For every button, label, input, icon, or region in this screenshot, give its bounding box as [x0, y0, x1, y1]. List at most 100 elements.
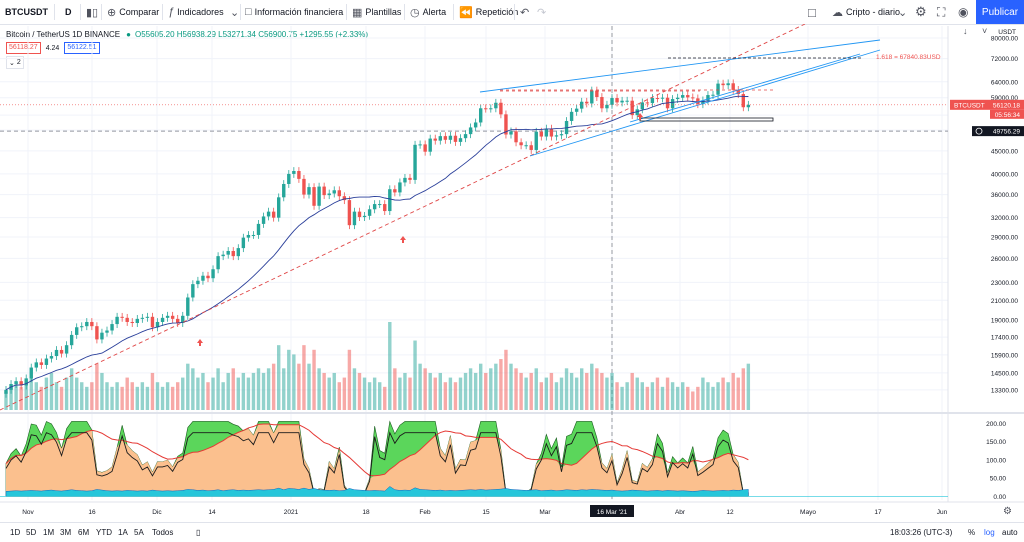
buy-price[interactable]: 56122.51 [64, 42, 100, 54]
fullscreen-button[interactable]: ⛶ [937, 0, 948, 24]
calendar-icon[interactable]: ▯ [196, 528, 201, 537]
volume-bar [625, 382, 629, 410]
volume-bar [696, 386, 700, 410]
volume-bar [160, 386, 165, 410]
symbol-search-button[interactable]: BTCUSDT [5, 0, 48, 24]
screenshot-button[interactable]: ◉ [958, 0, 971, 24]
candle-body [110, 324, 114, 331]
auto-toggle[interactable]: auto [1002, 528, 1018, 537]
financials-button[interactable]: □ Información financiera [245, 0, 343, 24]
candle-body [105, 330, 109, 333]
range-button[interactable]: Todos [152, 528, 174, 537]
volume-bar [337, 382, 341, 410]
alert-button[interactable]: ◷ Alerta [410, 0, 446, 24]
candle-body [585, 101, 589, 104]
layout-button[interactable]: □ [808, 0, 819, 24]
volume-bar [150, 372, 155, 410]
candle-body [337, 190, 341, 197]
candle-body [711, 94, 715, 96]
candle-body [574, 108, 579, 112]
compare-label: Comparar [119, 7, 160, 17]
range-button[interactable]: 1A [118, 528, 128, 537]
price-tick: 19000.00 [991, 317, 1018, 324]
publish-button[interactable]: Publicar [976, 0, 1024, 24]
volume-bar [251, 372, 256, 410]
replay-button[interactable]: ⏪ Repetición [459, 0, 518, 24]
volume-bar [342, 377, 347, 410]
volume-bar [9, 386, 13, 410]
range-button[interactable]: 1D [10, 528, 21, 537]
indicator-count: 2 [16, 59, 21, 66]
candle-body [24, 378, 28, 386]
price-tick: 80000.00 [991, 36, 1018, 43]
volume-bar [539, 382, 543, 410]
sell-price[interactable]: 56118.27 [6, 42, 41, 54]
undo-button[interactable]: ↶ [520, 0, 532, 24]
candle-body [458, 138, 463, 142]
candle-body [499, 102, 503, 115]
chart-canvas[interactable]: 1.618 = 67840.83USD 80000.00 72000.00 6400… [0, 24, 1024, 522]
volume-bar [191, 368, 195, 410]
indicators-dropdown[interactable]: ⌄ [230, 0, 242, 24]
candle-body [165, 315, 170, 318]
save-layout-button[interactable]: ☁ Cripto - diario [832, 0, 900, 24]
volume-bar [423, 368, 427, 410]
price-tick: 17400.00 [991, 335, 1018, 342]
candle-body [277, 197, 281, 218]
candle-body [559, 134, 564, 136]
redo-button[interactable]: ↷ [537, 0, 549, 24]
percent-toggle[interactable]: % [968, 528, 976, 537]
templates-button[interactable]: ▦ Plantillas [352, 0, 401, 24]
dashed-trendline [0, 24, 806, 411]
candle-body [650, 98, 655, 104]
interval-button[interactable]: D [65, 0, 72, 24]
compare-button[interactable]: ⊕ Comparar [107, 0, 159, 24]
currency-label: USDT [998, 29, 1016, 36]
log-toggle[interactable]: log [984, 528, 995, 537]
volume-bar [140, 382, 145, 410]
candle-body [388, 189, 392, 212]
range-button[interactable]: 5D [26, 528, 37, 537]
crosshair-price: 49756.29 [993, 129, 1020, 136]
oscillator-tick: 0.00 [993, 494, 1006, 501]
price-tick: 59000.00 [991, 95, 1018, 102]
indicators-toggle[interactable]: ⌄ 2 [6, 56, 24, 69]
crosshair-price-badge [972, 126, 1024, 137]
indicators-button[interactable]: ƒ Indicadores [168, 0, 224, 24]
volume-bar [115, 382, 119, 410]
candle-body [100, 332, 104, 340]
range-button[interactable]: YTD [96, 528, 112, 537]
candle-body [75, 327, 79, 335]
price-tick: 36000.00 [991, 192, 1018, 199]
volume-bar [458, 377, 463, 410]
volume-bar [716, 382, 720, 410]
settings-button[interactable]: ⚙ [915, 0, 930, 24]
add-alert-icon [975, 127, 983, 135]
fib-label: 1.618 = 67840.83USD [876, 54, 941, 61]
candle-body [484, 108, 488, 110]
candle-body [19, 381, 23, 386]
volume-bar [741, 368, 745, 410]
volume-bar [670, 382, 675, 410]
range-button[interactable]: 6M [78, 528, 90, 537]
chart-style-button[interactable]: ▮▯ [86, 0, 101, 24]
chevron-down-icon: ⌄ [9, 59, 15, 67]
last-price-symbol: BTCUSDT [954, 102, 985, 109]
volume-bar [216, 368, 220, 410]
volume-bar [155, 382, 160, 410]
clock-label[interactable]: 18:03:26 (UTC-3) [890, 528, 953, 537]
layout-dropdown[interactable]: ⌄ [898, 0, 910, 24]
financials-label: Información financiera [254, 7, 344, 17]
time-label: Feb [419, 509, 431, 516]
range-button[interactable]: 5A [134, 528, 144, 537]
price-tick: 40000.00 [991, 171, 1018, 178]
range-button[interactable]: 1M [43, 528, 55, 537]
square-icon: □ [808, 4, 816, 20]
range-button[interactable]: 3M [60, 528, 72, 537]
symbol-label: BTCUSDT [5, 7, 48, 17]
candle-body [383, 204, 387, 212]
candle-body [201, 275, 205, 281]
volume-bar [292, 354, 296, 410]
candle-body [85, 321, 89, 327]
volume-bar [120, 386, 124, 410]
